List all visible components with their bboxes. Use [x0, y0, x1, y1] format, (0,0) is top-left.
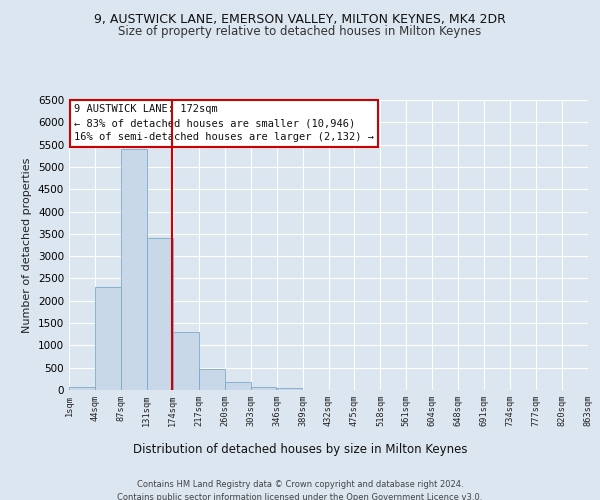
Bar	[173, 332, 199, 390]
Bar	[199, 368, 224, 390]
Bar	[277, 388, 302, 390]
Text: Size of property relative to detached houses in Milton Keynes: Size of property relative to detached ho…	[118, 25, 482, 38]
Bar	[251, 386, 277, 390]
Text: Distribution of detached houses by size in Milton Keynes: Distribution of detached houses by size …	[133, 442, 467, 456]
Bar	[225, 382, 251, 390]
Bar	[147, 238, 173, 390]
Text: Contains HM Land Registry data © Crown copyright and database right 2024.
Contai: Contains HM Land Registry data © Crown c…	[118, 480, 482, 500]
Text: 9 AUSTWICK LANE: 172sqm
← 83% of detached houses are smaller (10,946)
16% of sem: 9 AUSTWICK LANE: 172sqm ← 83% of detache…	[74, 104, 374, 142]
Bar	[121, 149, 147, 390]
Text: 9, AUSTWICK LANE, EMERSON VALLEY, MILTON KEYNES, MK4 2DR: 9, AUSTWICK LANE, EMERSON VALLEY, MILTON…	[94, 12, 506, 26]
Bar	[95, 288, 121, 390]
Y-axis label: Number of detached properties: Number of detached properties	[22, 158, 32, 332]
Bar	[69, 386, 95, 390]
